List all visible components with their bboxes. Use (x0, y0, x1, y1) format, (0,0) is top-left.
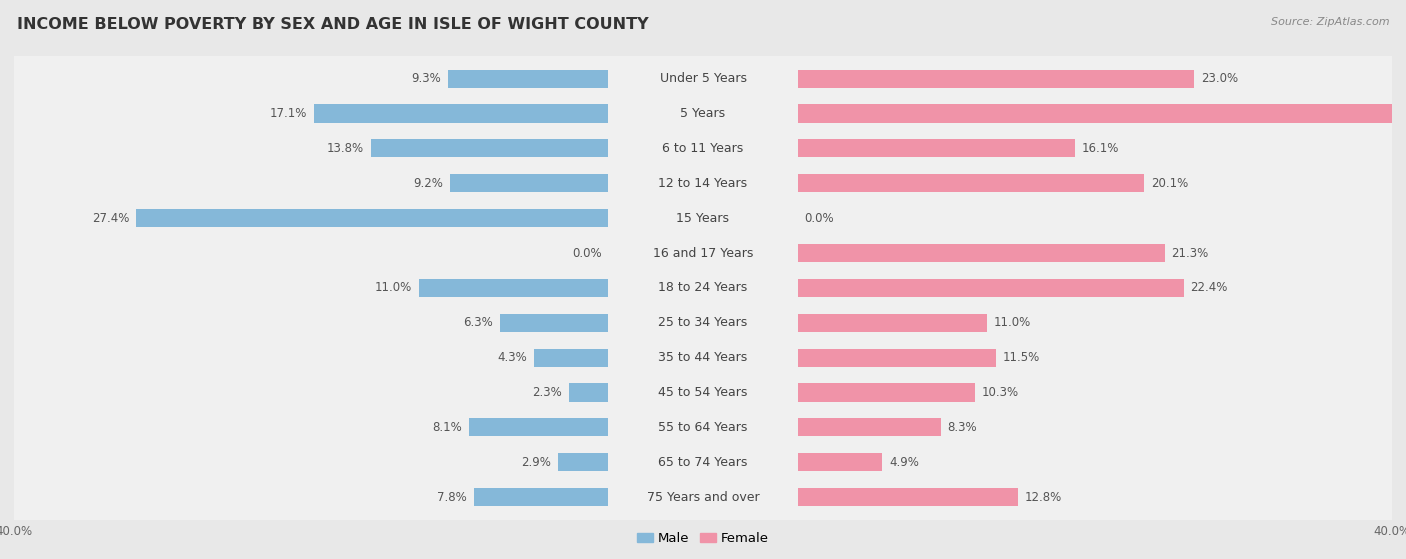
Text: 2.9%: 2.9% (522, 456, 551, 469)
Text: 13.8%: 13.8% (326, 142, 364, 155)
FancyBboxPatch shape (13, 297, 1393, 349)
Bar (558, 453, 609, 471)
Text: Source: ZipAtlas.com: Source: ZipAtlas.com (1271, 17, 1389, 27)
Text: 12.8%: 12.8% (1025, 491, 1063, 504)
Bar (468, 418, 609, 437)
Legend: Male, Female: Male, Female (631, 527, 775, 551)
Text: 55 to 64 Years: 55 to 64 Years (658, 421, 748, 434)
Bar (797, 453, 882, 471)
Bar (419, 279, 609, 297)
FancyBboxPatch shape (13, 471, 1393, 523)
Bar (450, 174, 609, 192)
FancyBboxPatch shape (13, 87, 1393, 140)
Text: 6.3%: 6.3% (463, 316, 494, 329)
FancyBboxPatch shape (13, 401, 1393, 453)
Text: INCOME BELOW POVERTY BY SEX AND AGE IN ISLE OF WIGHT COUNTY: INCOME BELOW POVERTY BY SEX AND AGE IN I… (17, 17, 648, 32)
Text: 10.3%: 10.3% (981, 386, 1019, 399)
Text: 65 to 74 Years: 65 to 74 Years (658, 456, 748, 469)
Text: 18 to 24 Years: 18 to 24 Years (658, 281, 748, 295)
Bar (797, 349, 995, 367)
Bar (797, 244, 1164, 262)
Text: 0.0%: 0.0% (572, 247, 602, 259)
Text: 11.0%: 11.0% (994, 316, 1032, 329)
Text: 4.9%: 4.9% (889, 456, 920, 469)
Text: 5 Years: 5 Years (681, 107, 725, 120)
Text: 12 to 14 Years: 12 to 14 Years (658, 177, 748, 190)
FancyBboxPatch shape (13, 331, 1393, 384)
Text: 20.1%: 20.1% (1152, 177, 1188, 190)
Bar (797, 139, 1076, 158)
Text: 15 Years: 15 Years (676, 212, 730, 225)
Text: 35 to 44 Years: 35 to 44 Years (658, 351, 748, 364)
Text: 11.0%: 11.0% (374, 281, 412, 295)
FancyBboxPatch shape (13, 53, 1393, 105)
Bar (568, 383, 609, 401)
Bar (314, 105, 609, 122)
Text: 8.3%: 8.3% (948, 421, 977, 434)
Bar (797, 279, 1184, 297)
Bar (474, 488, 609, 506)
FancyBboxPatch shape (13, 366, 1393, 419)
Text: 21.3%: 21.3% (1171, 247, 1209, 259)
Text: 6 to 11 Years: 6 to 11 Years (662, 142, 744, 155)
FancyBboxPatch shape (13, 227, 1393, 279)
Text: 23.0%: 23.0% (1201, 72, 1237, 85)
Text: 45 to 54 Years: 45 to 54 Years (658, 386, 748, 399)
Text: 25 to 34 Years: 25 to 34 Years (658, 316, 748, 329)
Bar (797, 174, 1144, 192)
Bar (534, 349, 609, 367)
Bar (797, 69, 1194, 88)
Text: 75 Years and over: 75 Years and over (647, 491, 759, 504)
Text: 27.4%: 27.4% (91, 212, 129, 225)
FancyBboxPatch shape (13, 436, 1393, 489)
Text: 11.5%: 11.5% (1002, 351, 1040, 364)
FancyBboxPatch shape (13, 157, 1393, 210)
Bar (371, 139, 609, 158)
Text: 7.8%: 7.8% (437, 491, 467, 504)
FancyBboxPatch shape (13, 262, 1393, 314)
Bar (797, 488, 1018, 506)
Text: 9.3%: 9.3% (412, 72, 441, 85)
Bar (797, 418, 941, 437)
Text: 17.1%: 17.1% (270, 107, 307, 120)
Text: 0.0%: 0.0% (804, 212, 834, 225)
FancyBboxPatch shape (13, 122, 1393, 174)
Text: 4.3%: 4.3% (498, 351, 527, 364)
Bar (797, 105, 1406, 122)
Bar (136, 209, 609, 227)
Bar (449, 69, 609, 88)
Bar (797, 314, 987, 332)
Bar (797, 383, 976, 401)
Text: 22.4%: 22.4% (1191, 281, 1227, 295)
Text: 16.1%: 16.1% (1083, 142, 1119, 155)
Text: 2.3%: 2.3% (531, 386, 562, 399)
Bar (499, 314, 609, 332)
Text: 9.2%: 9.2% (413, 177, 443, 190)
FancyBboxPatch shape (13, 192, 1393, 244)
Text: Under 5 Years: Under 5 Years (659, 72, 747, 85)
Text: 16 and 17 Years: 16 and 17 Years (652, 247, 754, 259)
Text: 8.1%: 8.1% (432, 421, 461, 434)
